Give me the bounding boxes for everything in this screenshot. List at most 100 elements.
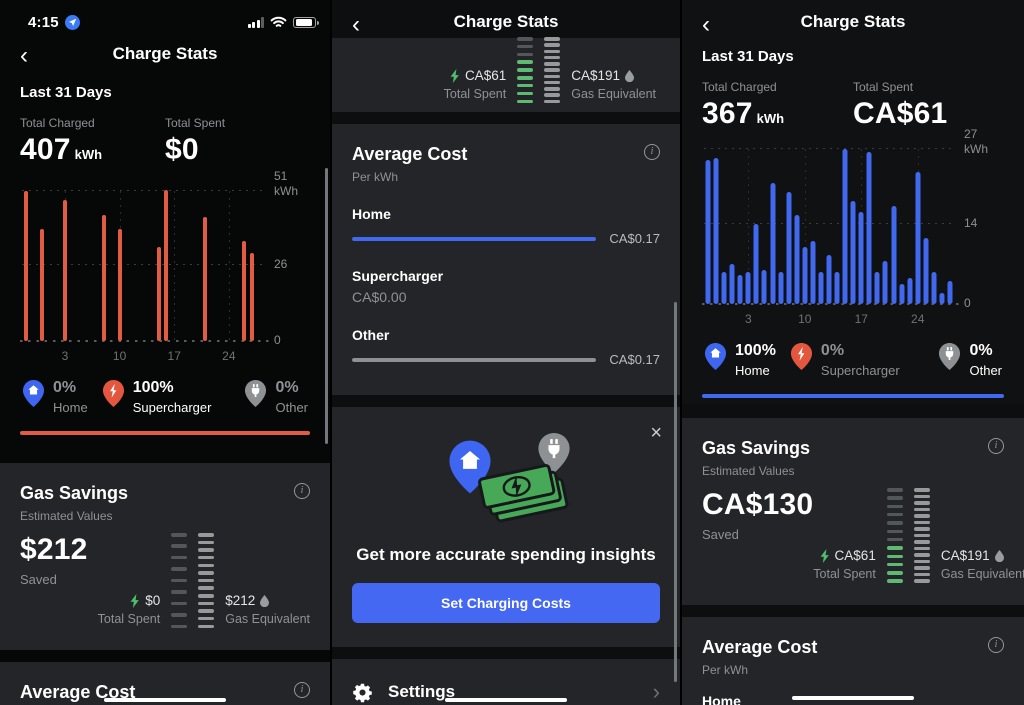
chart-bar <box>891 206 897 304</box>
legend-label: Home <box>735 362 770 378</box>
gear-icon <box>353 683 372 702</box>
chart-bar <box>23 191 28 341</box>
gas-savings-card: Gas Savings i Estimated Values $212 Save… <box>0 463 330 650</box>
chart-bar <box>164 189 169 341</box>
average-cost-card: Average Cost i Per kWh Home CA$0.17 Supe… <box>332 124 680 395</box>
legend-split-bar <box>702 394 1004 398</box>
chevron-right-icon: › <box>652 679 660 704</box>
cost-value: CA$0.17 <box>609 231 660 246</box>
chart-bar <box>931 272 937 304</box>
savings-amount: $212 <box>20 533 88 566</box>
info-icon[interactable]: i <box>988 438 1004 454</box>
red-pin-icon <box>102 379 125 415</box>
close-icon[interactable]: × <box>650 422 662 444</box>
chart-bar <box>242 241 247 341</box>
chart-bar <box>745 272 751 304</box>
chart-bar <box>62 199 67 341</box>
chart-bar <box>101 214 106 341</box>
gas-savings-card-partial: CA$61 Total Spent CA$191 Gas Equivalent <box>332 37 680 112</box>
home-indicator[interactable] <box>104 697 226 702</box>
red-pin-icon <box>790 342 813 378</box>
gray-pin-icon <box>244 379 267 415</box>
chart-bar <box>899 283 905 304</box>
daily-charge-bar-chart: 0 26 51 kWh <box>20 169 298 347</box>
chart-bar <box>923 237 929 304</box>
promo-illustration <box>391 431 621 531</box>
chart-y-axis: 0 14 27 kWh <box>964 127 988 310</box>
page-title: Charge Stats <box>453 12 559 31</box>
chart-bar <box>203 217 208 341</box>
legend-label: Other <box>969 362 1002 378</box>
chart-bar <box>810 240 816 304</box>
blue-pin-icon <box>704 342 727 378</box>
card-title: Gas Savings <box>702 438 811 458</box>
legend-percent: 0% <box>275 379 299 396</box>
card-subtitle: Estimated Values <box>702 464 795 478</box>
chart-bar <box>705 160 711 304</box>
info-icon[interactable]: i <box>988 637 1004 653</box>
status-bar: 4:15 <box>0 0 330 34</box>
panel-spending-details: ‹ Charge Stats Saved CA$61 Total Spent C… <box>332 0 680 705</box>
settings-label: Settings <box>388 682 456 701</box>
chart-bar <box>882 260 888 304</box>
savings-caption: Saved <box>702 527 739 542</box>
settings-section: Settings › Current spending and saving v… <box>332 659 680 705</box>
gas-equivalent-label: $212 Gas Equivalent <box>225 593 310 626</box>
chart-bar <box>721 272 727 304</box>
total-spent-label: CA$61 Total Spent <box>813 548 876 581</box>
chart-bar <box>117 229 122 341</box>
chart-bar <box>915 171 921 304</box>
gas-dash-stack <box>198 533 215 628</box>
page-title: Charge Stats <box>800 12 906 31</box>
fuel-drop-icon <box>260 594 270 607</box>
info-icon[interactable]: i <box>644 144 660 160</box>
legend-percent: 0% <box>820 342 845 359</box>
bolt-icon <box>450 68 459 83</box>
chart-bar <box>737 275 743 304</box>
nav-bar: ‹ Charge Stats <box>332 0 680 38</box>
scrollbar[interactable] <box>325 168 328 444</box>
scrollbar[interactable] <box>674 302 677 682</box>
chart-bar <box>156 246 161 341</box>
legend-label: Supercharger <box>132 399 212 415</box>
back-button[interactable]: ‹ <box>702 10 710 38</box>
blue-pin-icon <box>22 379 45 415</box>
chart-x-axis: 3 10 17 24 <box>61 349 236 363</box>
savings-comparison-visual: CA$61 Total Spent CA$191 Gas Equivalent <box>813 488 1024 583</box>
fuel-drop-icon <box>625 69 635 82</box>
chart-bar <box>713 157 719 304</box>
spent-dash-stack <box>886 488 903 583</box>
legend-item-home: 0% Home <box>22 379 88 415</box>
settings-row[interactable]: Settings › <box>352 681 660 703</box>
savings-comparison-visual: CA$61 Total Spent CA$191 Gas Equivalent <box>444 37 656 103</box>
info-icon[interactable]: i <box>294 682 310 698</box>
gas-equivalent-label: CA$191 Gas Equivalent <box>940 548 1024 581</box>
cost-row-home: Home CA$0.17 <box>352 206 660 246</box>
other-pin-icon <box>537 431 571 480</box>
legend-label: Supercharger <box>820 362 900 378</box>
stats-top-section: ‹ Charge Stats Last 31 Days Total Charge… <box>682 0 1024 404</box>
info-icon[interactable]: i <box>294 483 310 499</box>
home-cost-bar <box>352 236 596 241</box>
legend-item-supercharger: 0% Supercharger <box>790 342 900 378</box>
back-button[interactable]: ‹ <box>352 10 360 38</box>
set-charging-costs-button[interactable]: Set Charging Costs <box>352 583 660 623</box>
panel-supercharger-stats: 4:15 ‹ Charge Stats Last 31 Days Total C… <box>0 0 330 705</box>
chart-bar <box>947 281 953 304</box>
home-indicator[interactable] <box>792 695 914 700</box>
cost-row-other: Other CA$0.17 <box>352 327 660 367</box>
legend-item-other: 0% Other <box>244 379 308 415</box>
other-cost-bar <box>352 357 596 362</box>
legend-percent: 0% <box>969 342 993 359</box>
chart-bar <box>786 192 792 304</box>
charge-location-legend: 0% Home 100% Supercharger 0% Other <box>22 379 308 425</box>
total-spent-label: $0 Total Spent <box>97 593 161 626</box>
back-button[interactable]: ‹ <box>20 41 28 69</box>
savings-comparison-visual: $0 Total Spent $212 Gas Equivalent <box>98 533 310 628</box>
gas-dash-stack <box>913 488 930 583</box>
home-indicator[interactable] <box>445 697 567 702</box>
cost-row-home: Home CA$0.17 <box>702 693 741 705</box>
chart-bar <box>850 200 856 304</box>
legend-percent: 100% <box>132 379 174 396</box>
promo-headline: Get more accurate spending insights <box>356 545 656 564</box>
